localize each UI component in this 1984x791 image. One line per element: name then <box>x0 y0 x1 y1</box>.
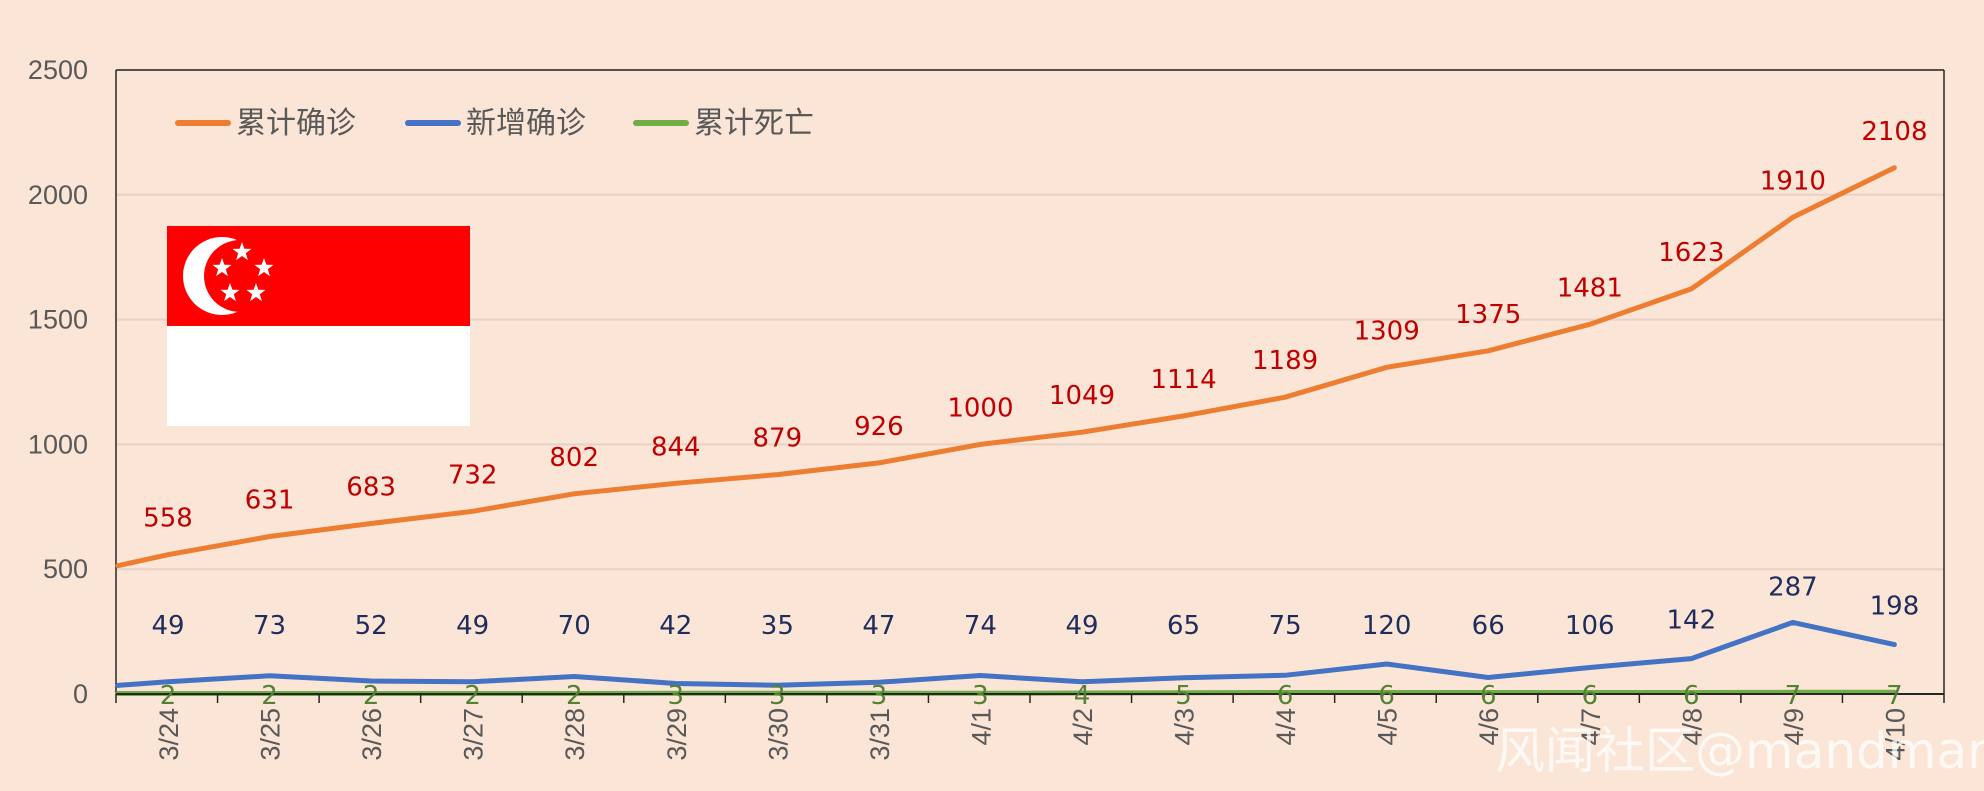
data-label: 3 <box>972 681 989 711</box>
data-label: 49 <box>1065 611 1098 641</box>
data-label: 844 <box>651 432 701 462</box>
x-tick-label: 3/31 <box>865 708 895 761</box>
data-label: 1910 <box>1760 166 1826 196</box>
data-label: 1481 <box>1557 273 1623 303</box>
x-tick-label: 4/3 <box>1170 708 1200 746</box>
data-label: 65 <box>1167 611 1200 641</box>
series-line <box>115 619 1897 688</box>
data-label: 75 <box>1269 611 1302 641</box>
data-label: 1623 <box>1658 238 1724 268</box>
data-label: 7 <box>1785 681 1802 711</box>
data-label: 802 <box>549 443 599 473</box>
x-tick-label: 3/28 <box>560 708 590 761</box>
data-label: 1189 <box>1252 346 1318 376</box>
y-tick-label: 1000 <box>28 429 88 459</box>
data-label: 1049 <box>1049 381 1115 411</box>
singapore-flag-icon <box>167 226 470 426</box>
data-label: 6 <box>1378 681 1395 711</box>
x-tick-label: 4/1 <box>966 708 996 746</box>
data-label: 6 <box>1683 681 1700 711</box>
data-label: 1114 <box>1150 365 1216 395</box>
legend-item: 新增确诊 <box>405 106 586 141</box>
data-label: 879 <box>753 424 803 454</box>
data-label: 52 <box>355 611 388 641</box>
legend-item: 累计死亡 <box>633 106 814 141</box>
y-tick-label: 500 <box>43 554 88 584</box>
watermark: 风闻社区@mandman <box>1495 722 1984 780</box>
data-label: 70 <box>558 611 591 641</box>
x-tick-label: 3/29 <box>662 708 692 761</box>
data-label: 142 <box>1667 606 1717 636</box>
legend-label: 累计确诊 <box>236 106 356 141</box>
data-label: 49 <box>151 611 184 641</box>
data-label: 5 <box>1175 681 1192 711</box>
data-label: 1000 <box>947 393 1013 423</box>
x-tick-label: 4/8 <box>1677 708 1707 746</box>
series-line <box>115 165 1897 569</box>
data-label: 3 <box>871 681 888 711</box>
data-label: 558 <box>143 504 193 534</box>
y-tick-label: 0 <box>73 679 88 709</box>
x-tick-label: 3/24 <box>154 708 184 761</box>
data-label: 2 <box>566 681 583 711</box>
data-label: 732 <box>448 460 498 490</box>
x-tick-label: 4/5 <box>1373 708 1403 746</box>
data-label: 7 <box>1886 681 1903 711</box>
x-tick-label: 3/30 <box>763 708 793 761</box>
data-label: 2108 <box>1861 117 1927 147</box>
legend-label: 新增确诊 <box>466 106 586 141</box>
data-label: 2 <box>363 681 380 711</box>
data-label: 6 <box>1277 681 1294 711</box>
data-label: 287 <box>1768 572 1818 602</box>
data-label: 1309 <box>1354 316 1420 346</box>
legend-item: 累计确诊 <box>175 106 356 141</box>
x-tick-label: 3/25 <box>256 708 286 761</box>
data-label: 6 <box>1480 681 1497 711</box>
x-tick-label: 4/2 <box>1068 708 1098 746</box>
x-tick-label: 4/4 <box>1271 708 1301 746</box>
data-label: 4 <box>1074 681 1091 711</box>
data-label: 2 <box>261 681 278 711</box>
data-label: 35 <box>761 611 794 641</box>
data-label: 120 <box>1362 611 1412 641</box>
legend-label: 累计死亡 <box>694 106 814 141</box>
data-label: 106 <box>1565 611 1615 641</box>
data-label: 2 <box>160 681 177 711</box>
data-label: 1375 <box>1455 300 1521 330</box>
y-tick-label: 2500 <box>28 55 88 85</box>
data-label: 198 <box>1870 592 1920 622</box>
data-label: 2 <box>464 681 481 711</box>
x-tick-label: 3/27 <box>459 708 489 761</box>
data-label: 926 <box>854 412 904 442</box>
y-tick-label: 2000 <box>28 180 88 210</box>
data-label: 6 <box>1582 681 1599 711</box>
x-tick-label: 4/6 <box>1474 708 1504 746</box>
data-label: 631 <box>245 486 295 516</box>
x-tick-label: 4/7 <box>1576 708 1606 746</box>
data-label: 74 <box>964 611 997 641</box>
data-label: 683 <box>346 473 396 503</box>
data-label: 73 <box>253 611 286 641</box>
y-tick-label: 1500 <box>28 305 88 335</box>
data-label: 66 <box>1472 611 1505 641</box>
data-label: 3 <box>769 681 786 711</box>
data-label: 42 <box>659 611 692 641</box>
data-label: 47 <box>862 611 895 641</box>
x-tick-label: 4/9 <box>1779 708 1809 746</box>
data-label: 3 <box>668 681 685 711</box>
data-label: 49 <box>456 611 489 641</box>
x-tick-label: 4/10 <box>1880 708 1910 761</box>
x-tick-label: 3/26 <box>357 708 387 761</box>
